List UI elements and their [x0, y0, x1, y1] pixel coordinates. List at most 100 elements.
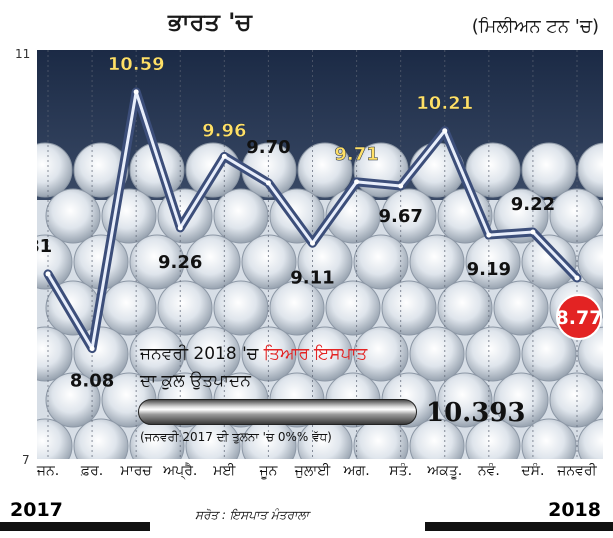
rod-end-circle — [409, 234, 465, 290]
year-right: 2018 — [548, 499, 601, 521]
rod-end-circle — [577, 418, 603, 459]
rod-end-circle — [521, 234, 577, 290]
rod-end-circle — [157, 280, 213, 336]
chart-title: ਭਾਰਤ 'ਚ — [168, 8, 252, 36]
rod-end-circle — [577, 234, 603, 290]
rod-end-circle — [213, 280, 269, 336]
x-tick-label: ਨਵੰ. — [477, 463, 500, 479]
data-point — [133, 89, 139, 95]
data-label: 10.59 — [108, 54, 165, 75]
x-tick-label: ਜੂਨ — [259, 463, 278, 479]
x-tick-label: ਜਨਵਰੀ — [557, 463, 597, 479]
highlight-circle — [556, 294, 602, 341]
rod-end-circle — [465, 418, 521, 459]
x-tick-label: ਜਨ. — [36, 463, 60, 479]
rod-end-circle — [437, 372, 493, 428]
data-point — [265, 180, 271, 186]
x-tick-label: ਮਈ — [213, 463, 236, 479]
unit-label: (ਮਿਲੀਅਨ ਟਨ 'ਚ) — [471, 16, 599, 37]
rod-end-circle — [129, 234, 185, 290]
rod-end-circle — [521, 326, 577, 382]
series-line-group — [43, 87, 582, 354]
note-heading-highlight: ਤਿਆਰ ਇਸਪਾਤ — [263, 344, 368, 364]
rod-end-circle — [493, 372, 549, 428]
rod-end-circle — [465, 326, 521, 382]
data-label: 8.81 — [37, 236, 52, 257]
data-label: 8.08 — [70, 371, 114, 392]
data-labels-group: 8.81 8.08 10.59 9.26 9.969.70 9.11 9.71 9.67 10.… — [37, 54, 602, 392]
plot-area: 8.81 8.08 10.59 9.26 9.969.70 9.11 9.71 9.67 10.… — [37, 50, 603, 459]
note-subheading: ਦਾ ਕੁਲ ਉਤਪਾਦਨ — [140, 371, 251, 391]
rod-end-circle — [381, 188, 437, 244]
data-label: 9.96 — [202, 120, 246, 141]
rod-end-circle — [409, 418, 465, 459]
rod-end-circle — [437, 280, 493, 336]
data-label: 9.22 — [511, 194, 555, 215]
x-tick-label: ਮਾਰਚ — [120, 463, 152, 479]
rod-end-circle — [521, 418, 577, 459]
rod-end-circle — [269, 280, 325, 336]
note-comparison: (ਜਨਵਰੀ 2017 ਦੀ ਤੁਲਨਾ 'ਚ 0%% ਵੱਧ) — [140, 430, 332, 444]
x-tick-label: ਫ਼ਰ. — [80, 463, 104, 479]
data-label: 9.19 — [467, 259, 511, 280]
data-point — [442, 128, 448, 134]
x-tick-label: ਅਗ. — [343, 463, 370, 479]
data-point — [398, 183, 404, 189]
rod-end-circle — [37, 326, 73, 382]
rod-end-circle — [37, 418, 73, 459]
data-label: 9.67 — [378, 206, 422, 227]
rod-end-circle — [297, 326, 353, 382]
data-label: 9.70 — [246, 137, 290, 158]
rod-end-circle — [37, 142, 73, 198]
rod-end-circle — [185, 326, 241, 382]
rod-end-circle — [241, 326, 297, 382]
x-tick-label: ਅਪ੍ਰੈ. — [163, 463, 198, 479]
y-tick-max: 11 — [15, 47, 31, 61]
data-label: 10.21 — [416, 93, 473, 114]
rod-end-circle — [73, 418, 129, 459]
rod-end-circle — [577, 326, 603, 382]
rod-end-circle — [353, 234, 409, 290]
rod-end-circle — [577, 142, 603, 198]
data-point — [45, 271, 51, 277]
rod-end-circle — [45, 188, 101, 244]
data-label: 9.11 — [290, 267, 334, 288]
x-tick-label: ਦਸੰ. — [521, 463, 545, 479]
y-tick-min: 7 — [22, 453, 30, 467]
bottom-bar-right — [425, 522, 613, 531]
rod-end-circle — [297, 142, 353, 198]
source-credit: ਸਰੋਤ : ਇਸਪਾਤ ਮੰਤਰਾਲਾ — [195, 508, 309, 522]
data-label: 8.77 — [556, 307, 603, 329]
data-point — [486, 232, 492, 238]
data-point — [221, 153, 227, 159]
grid-lines — [47, 50, 578, 459]
rod-end-circle — [213, 188, 269, 244]
x-tick-label: ਅਕਤੂ. — [427, 463, 463, 479]
rod-end-circle — [101, 280, 157, 336]
note-value: 10.393 — [426, 398, 526, 428]
data-point — [310, 240, 315, 246]
rod-end-circle — [129, 326, 185, 382]
data-point — [530, 229, 536, 235]
data-point — [574, 275, 580, 281]
rod-end-circle — [381, 280, 437, 336]
data-point — [354, 179, 360, 185]
year-left: 2017 — [10, 499, 63, 521]
x-tick-label: ਜੁਲਾਈ — [294, 463, 331, 479]
rod-end-circle — [45, 372, 101, 428]
rod-end-circle — [493, 280, 549, 336]
rod-end-circle — [325, 280, 381, 336]
rod-end-circle — [73, 142, 129, 198]
bottom-bar-left — [0, 522, 150, 531]
steel-rod-graphic — [138, 399, 417, 425]
rod-end-circle — [409, 326, 465, 382]
rod-end-circle — [241, 234, 297, 290]
rod-end-circle — [185, 234, 241, 290]
x-tick-label: ਸਤੰ. — [389, 463, 413, 479]
rod-end-circle — [521, 142, 577, 198]
data-label: 9.26 — [158, 252, 202, 273]
data-point — [177, 225, 183, 231]
data-label: 9.71 — [334, 144, 378, 165]
rod-end-circle — [297, 234, 353, 290]
